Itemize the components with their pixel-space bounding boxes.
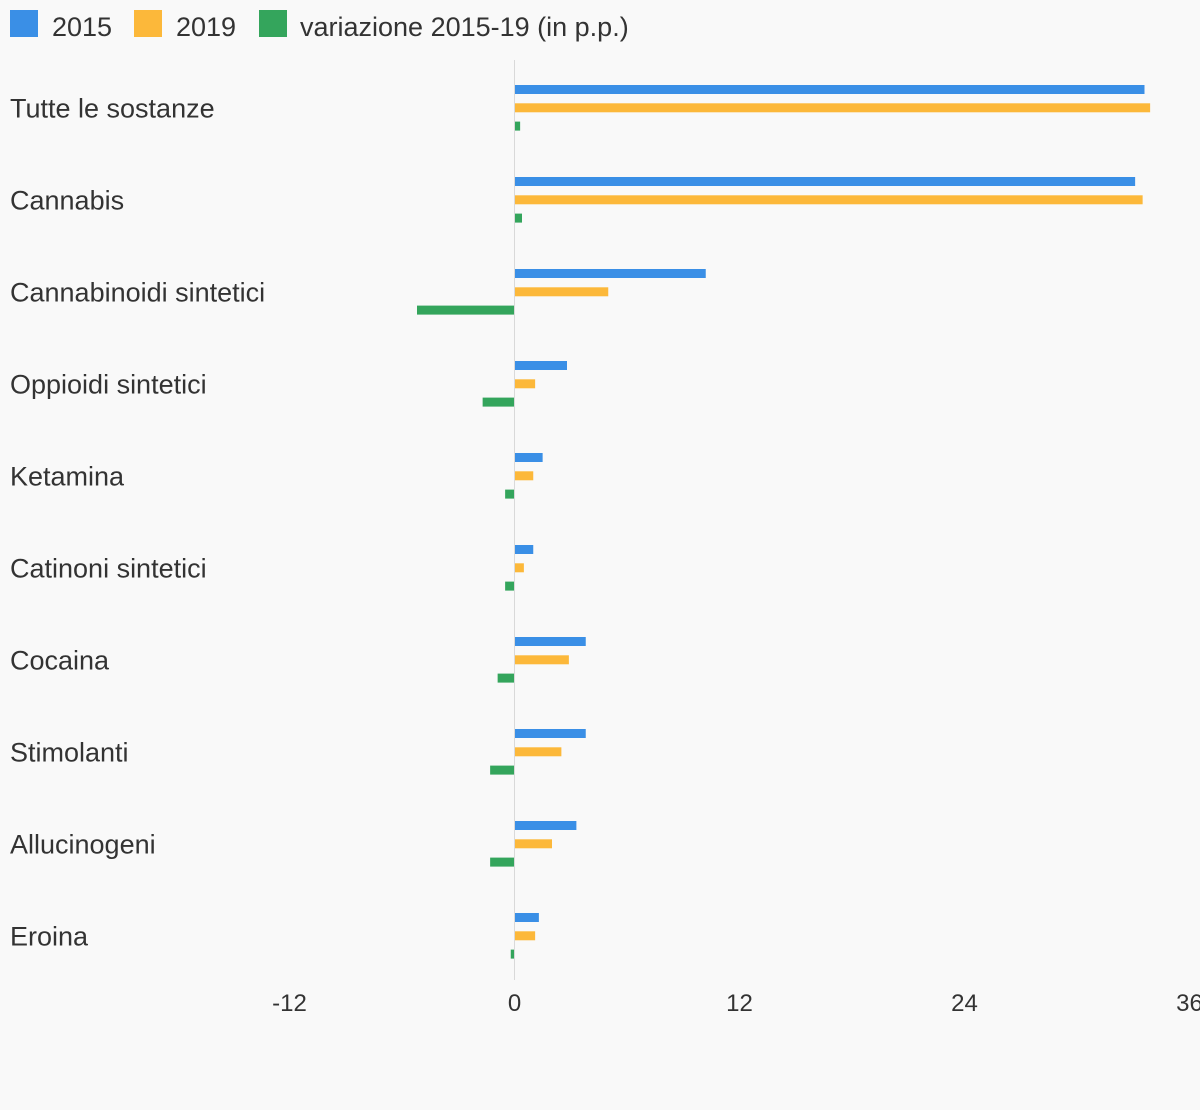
bar-cocaina-variazione-2015-19-in-p-p [497, 673, 515, 683]
chart-legend: 2015 2019 variazione 2015-19 (in p.p.) [10, 10, 629, 42]
bar-allucinogeni-variazione-2015-19-in-p-p [490, 857, 515, 867]
bar-tutte-le-sostanze-2015 [514, 85, 1145, 94]
category-labels: Tutte le sostanze Cannabis Cannabinoidi si… [10, 94, 265, 952]
bar-ketamina-variazione-2015-19-in-p-p [505, 489, 515, 499]
bar-cocaina-2015 [514, 637, 586, 646]
bar-ketamina-2019 [514, 471, 534, 481]
bar-oppioidi-sintetici-2015 [514, 361, 567, 370]
legend-label-2019: 2019 [176, 12, 236, 42]
legend-swatch-variazione-2015-19-in-p-p [259, 10, 287, 37]
bar-cannabinoidi-sintetici-2015 [514, 269, 706, 278]
x-tick-label: 0 [508, 990, 521, 1017]
bar-oppioidi-sintetici-2019 [514, 379, 536, 389]
category-label-catinoni-sintetici: Catinoni sintetici [10, 554, 207, 584]
x-tick-label: 36 [1176, 990, 1200, 1017]
category-label-stimolanti: Stimolanti [10, 738, 129, 768]
bar-cannabis-2019 [514, 195, 1143, 205]
x-tick-label: 12 [726, 990, 753, 1017]
bar-catinoni-sintetici-2015 [514, 545, 534, 554]
bar-cannabinoidi-sintetici-variazione-2015-19-in-p-p [417, 305, 515, 315]
bar-oppioidi-sintetici-variazione-2015-19-in-p-p [482, 397, 515, 407]
category-label-allucinogeni: Allucinogeni [10, 830, 156, 860]
legend-label-variazione-2015-19-in-p-p: variazione 2015-19 (in p.p.) [300, 12, 629, 42]
legend-swatch-2019 [134, 10, 162, 37]
bar-catinoni-sintetici-2019 [514, 563, 524, 573]
x-tick-label: 24 [951, 990, 978, 1017]
bar-eroina-2019 [514, 931, 536, 941]
category-label-cocaina: Cocaina [10, 646, 110, 676]
bar-eroina-variazione-2015-19-in-p-p [510, 949, 515, 959]
category-label-oppioidi-sintetici: Oppioidi sintetici [10, 370, 207, 400]
x-tick-label: -12 [272, 990, 307, 1017]
bar-cocaina-2019 [514, 655, 569, 665]
bar-allucinogeni-2015 [514, 821, 577, 830]
category-label-eroina: Eroina [10, 922, 89, 952]
bar-allucinogeni-2019 [514, 839, 552, 849]
x-axis-ticks: -12 0 12 24 36 [272, 990, 1200, 1017]
bar-ketamina-2015 [514, 453, 543, 462]
category-label-cannabis: Cannabis [10, 186, 124, 216]
bar-cannabis-variazione-2015-19-in-p-p [514, 213, 522, 223]
bar-tutte-le-sostanze-2019 [514, 103, 1151, 113]
chart-bars [417, 85, 1151, 959]
bar-cannabinoidi-sintetici-2019 [514, 287, 609, 297]
bar-tutte-le-sostanze-variazione-2015-19-in-p-p [514, 121, 521, 131]
legend-label-2015: 2015 [52, 12, 112, 42]
bar-stimolanti-2015 [514, 729, 586, 738]
category-label-tutte-le-sostanze: Tutte le sostanze [10, 94, 215, 124]
category-label-cannabinoidi-sintetici: Cannabinoidi sintetici [10, 278, 265, 308]
bar-cannabis-2015 [514, 177, 1136, 186]
legend-swatch-2015 [10, 10, 38, 37]
bar-stimolanti-2019 [514, 747, 562, 757]
bar-stimolanti-variazione-2015-19-in-p-p [490, 765, 515, 775]
bar-catinoni-sintetici-variazione-2015-19-in-p-p [505, 581, 515, 591]
bar-eroina-2015 [514, 913, 539, 922]
category-label-ketamina: Ketamina [10, 462, 125, 492]
